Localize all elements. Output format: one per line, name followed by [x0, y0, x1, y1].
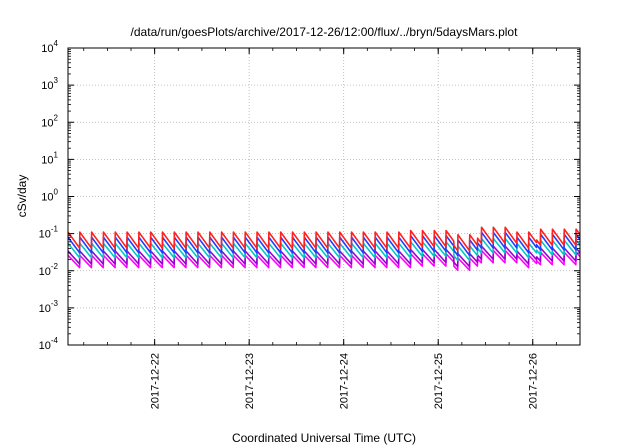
x-tick-label: 2017-12-26 — [528, 353, 540, 409]
chart-title: /data/run/goesPlots/archive/2017-12-26/1… — [131, 25, 519, 39]
y-tick-label: 104 — [41, 39, 58, 55]
y-tick-label: 10-2 — [39, 262, 59, 278]
grid — [68, 47, 580, 346]
series-line — [67, 245, 581, 268]
series-line — [67, 249, 581, 272]
x-axis: 2017-12-22 2017-12-23 2017-12-24 2017-12-25… — [83, 48, 581, 409]
y-tick-label: 10-4 — [39, 336, 59, 352]
y-tick-label: 101 — [41, 150, 58, 166]
x-tick-label: 2017-12-24 — [339, 353, 351, 409]
y-tick-label: 103 — [41, 76, 58, 92]
y-axis: 10-4 10-3 10-2 10-1 100 101 102 103 104 — [39, 39, 580, 352]
y-tick-label: 102 — [41, 113, 58, 129]
y-tick-label: 100 — [41, 188, 58, 204]
y-tick-label: 10-1 — [39, 225, 59, 241]
series-line — [67, 231, 581, 257]
x-axis-label: Coordinated Universal Time (UTC) — [232, 431, 416, 445]
x-tick-label: 2017-12-25 — [433, 353, 445, 409]
x-tick-label: 2017-12-22 — [150, 353, 162, 409]
y-axis-label: cSv/day — [15, 175, 29, 218]
series-lines — [67, 226, 581, 272]
y-tick-label: 10-3 — [39, 299, 59, 315]
series-line — [67, 226, 581, 252]
x-tick-label: 2017-12-23 — [244, 353, 256, 409]
series-line — [67, 237, 581, 262]
